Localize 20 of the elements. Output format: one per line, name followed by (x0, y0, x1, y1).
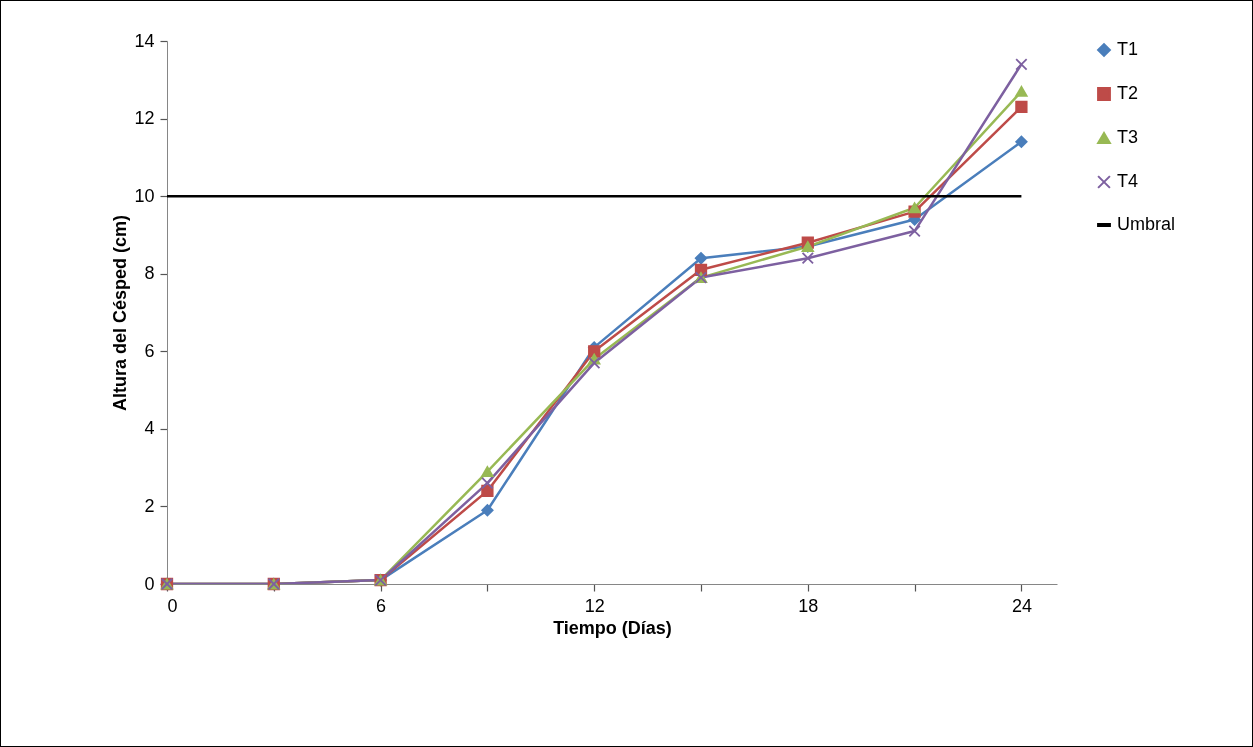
x-tick-label: 0 (167, 595, 178, 616)
legend-label: T3 (1117, 127, 1139, 147)
y-tick-label: 2 (144, 495, 155, 516)
x-tick-label: 24 (1011, 595, 1032, 616)
x-axis-title: Tiempo (Días) (553, 617, 672, 638)
y-tick-label: 8 (144, 263, 155, 284)
y-tick-label: 12 (134, 108, 155, 129)
legend-label: T4 (1117, 171, 1139, 191)
y-tick-label: 14 (134, 30, 155, 51)
legend-label: Umbral (1117, 214, 1176, 234)
y-tick-label: 0 (144, 573, 155, 594)
x-tick-label: 18 (798, 595, 819, 616)
x-tick-label: 6 (376, 595, 387, 616)
x-tick-label: 12 (584, 595, 605, 616)
y-axis-title: Altura del Césped (cm) (110, 214, 131, 412)
y-tick-label: 4 (144, 418, 155, 439)
y-tick-label: 10 (134, 185, 155, 206)
legend-label: T2 (1117, 83, 1139, 103)
legend-label: T1 (1117, 39, 1139, 59)
y-tick-label: 6 (144, 340, 155, 361)
